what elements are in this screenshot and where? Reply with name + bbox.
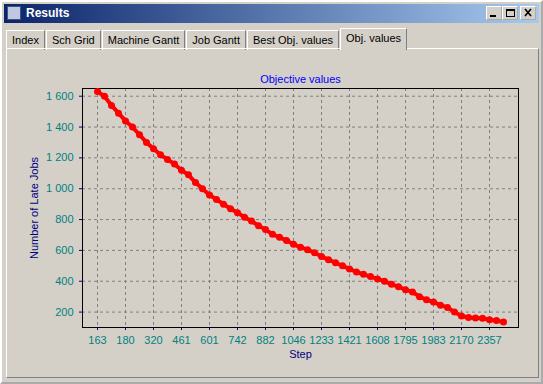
html-text:Sch Grid: Sch Grid (51, 34, 95, 46)
svg-text:1608: 1608 (365, 334, 389, 346)
svg-text:2357: 2357 (477, 334, 501, 346)
html-text:Results: Results (26, 6, 70, 20)
svg-text:600: 600 (55, 244, 73, 256)
html-text:Index: Index (12, 34, 39, 46)
svg-text:1421: 1421 (337, 334, 361, 346)
html-text:Obj. values: Obj. values (346, 32, 402, 44)
svg-text:601: 601 (200, 334, 218, 346)
svg-text:1046: 1046 (281, 334, 305, 346)
svg-text:1 200: 1 200 (46, 151, 74, 163)
svg-text:1 600: 1 600 (46, 90, 74, 102)
svg-text:1795: 1795 (393, 334, 417, 346)
svg-text:400: 400 (55, 275, 73, 287)
html-text:Job Gantt: Job Gantt (192, 34, 240, 46)
html-text:Best Obj. values: Best Obj. values (253, 34, 334, 46)
svg-text:Number of Late Jobs: Number of Late Jobs (28, 156, 40, 259)
html-text:Machine Gantt: Machine Gantt (107, 34, 180, 46)
svg-text:461: 461 (172, 334, 190, 346)
svg-text:320: 320 (144, 334, 162, 346)
svg-text:180: 180 (116, 334, 134, 346)
svg-text:1 400: 1 400 (46, 121, 74, 133)
svg-text:200: 200 (55, 306, 73, 318)
svg-text:882: 882 (256, 334, 274, 346)
svg-text:163: 163 (88, 334, 106, 346)
svg-text:Objective values: Objective values (260, 73, 341, 85)
svg-text:Step: Step (289, 348, 312, 360)
svg-text:2170: 2170 (449, 334, 473, 346)
svg-text:1 000: 1 000 (46, 182, 74, 194)
svg-text:800: 800 (55, 213, 73, 225)
svg-text:742: 742 (228, 334, 246, 346)
svg-text:1233: 1233 (309, 334, 333, 346)
svg-text:1983: 1983 (421, 334, 445, 346)
